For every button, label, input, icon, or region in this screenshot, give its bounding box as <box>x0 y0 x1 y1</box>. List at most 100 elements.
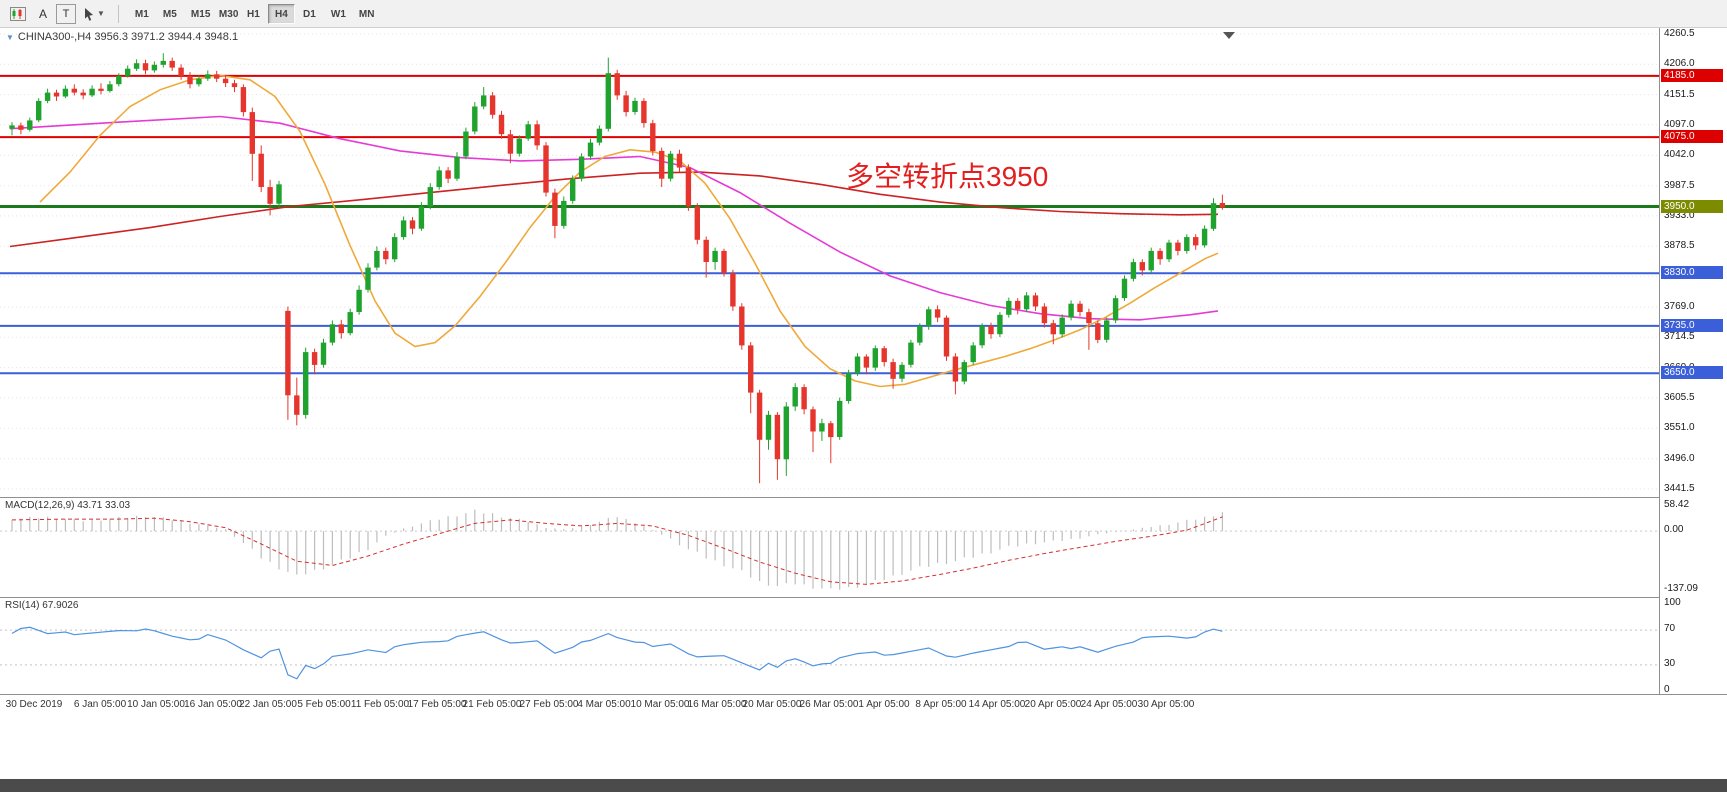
candle-body <box>783 406 789 460</box>
price-tag: 3735.0 <box>1661 318 1723 332</box>
time-axis-label: 24 Apr 05:00 <box>1080 699 1138 710</box>
candle-body <box>1148 250 1154 271</box>
candle-body <box>463 131 469 157</box>
candle-body <box>578 156 585 179</box>
time-axis-label: 26 Mar 05:00 <box>799 699 859 710</box>
candle-body <box>525 124 531 139</box>
timeframe-button-h4[interactable]: H4 <box>267 3 295 24</box>
candle-body <box>952 356 959 382</box>
candle-body <box>1201 228 1208 246</box>
time-axis-label: 21 Feb 05:00 <box>462 699 522 710</box>
candle-body <box>543 145 549 193</box>
price-scale-tick: 4260.5 <box>1664 28 1695 39</box>
price-chart-canvas[interactable]: 多空转折点3950 <box>0 28 1659 497</box>
candle-body <box>294 395 300 415</box>
time-axis-label: 27 Feb 05:00 <box>519 699 579 710</box>
candle-body <box>819 423 825 432</box>
candle-body <box>872 348 878 368</box>
price-scale-tick: 4151.5 <box>1664 88 1695 100</box>
toolbar: A T ▼ M1 M5 M15 M30 H1 H4 D1 W1 MN <box>0 0 1727 28</box>
candle-body <box>1059 317 1065 335</box>
candle-body <box>943 317 950 357</box>
candle-body <box>1015 300 1021 310</box>
timeframe-button-d1[interactable]: D1 <box>296 4 323 24</box>
candle-body <box>792 387 798 407</box>
candle-body <box>1050 323 1056 335</box>
chart-window-icon[interactable] <box>6 3 30 25</box>
price-scale[interactable]: 4260.5 4206.0 4151.5 4097.0 4042.0 3987.5 3933… <box>1659 28 1727 695</box>
annotation-text[interactable]: 多空转折点3950 <box>846 161 1048 192</box>
rsi-canvas[interactable] <box>0 598 1659 694</box>
candle-body <box>596 128 603 143</box>
price-scale-tick: 3769.0 <box>1664 301 1695 313</box>
one-click-trading-icon[interactable]: ▼ <box>6 32 14 42</box>
price-panel[interactable]: 多空转折点3950 ▼ CHINA300-,H4 3956.3 3971.2 3… <box>0 28 1659 497</box>
candle-body <box>1077 303 1083 312</box>
pointer-icon <box>85 7 93 21</box>
candle-body <box>427 187 433 207</box>
candle-body <box>845 373 852 401</box>
candle-body <box>18 125 24 130</box>
candle-body <box>917 325 923 343</box>
time-axis-label: 30 Dec 2019 <box>5 699 63 710</box>
toolbar-separator <box>117 4 119 23</box>
price-tag: 3950.0 <box>1661 199 1723 213</box>
rsi-panel[interactable]: RSI(14) 67.9026 <box>0 597 1659 694</box>
text-label-tool-button[interactable]: T <box>56 3 76 24</box>
rsi-label: RSI(14) 67.9026 <box>5 600 79 611</box>
price-scale-tick: 3496.0 <box>1664 452 1695 464</box>
macd-label: MACD(12,26,9) 43.71 33.03 <box>5 500 131 511</box>
timeframe-button-m1[interactable]: M1 <box>128 4 155 24</box>
candle-body <box>828 423 834 438</box>
time-axis[interactable]: 30 Dec 2019 6 Jan 05:00 10 Jan 05:00 16 Jan… <box>0 694 1727 715</box>
macd-scale-tick: -137.09 <box>1664 583 1698 595</box>
timeframe-button-m15[interactable]: M15 <box>184 4 211 24</box>
rsi-scale-tick: 30 <box>1664 657 1676 669</box>
candle-body <box>489 95 496 115</box>
chevron-down-icon: ▼ <box>97 9 105 18</box>
candle-body <box>632 100 638 112</box>
timeframe-button-w1[interactable]: W1 <box>324 4 351 24</box>
candle-body <box>561 200 567 226</box>
chart-shift-marker[interactable] <box>1223 32 1235 39</box>
candle-body <box>80 92 86 96</box>
candle-body <box>1130 262 1137 279</box>
candle-body <box>1175 242 1181 251</box>
candle-body <box>641 100 647 124</box>
candle-body <box>623 95 629 113</box>
candle-body <box>1184 237 1190 251</box>
candle-body <box>36 100 42 121</box>
text-annotation-button[interactable]: A <box>33 4 53 24</box>
macd-canvas[interactable] <box>0 498 1659 597</box>
price-scale-tick: 3878.5 <box>1664 240 1695 252</box>
candle-body <box>712 250 718 262</box>
candle-body <box>881 348 887 363</box>
time-axis-label: 14 Apr 05:00 <box>968 699 1026 710</box>
candle-body <box>71 88 77 93</box>
macd-panel[interactable]: MACD(12,26,9) 43.71 33.03 <box>0 497 1659 597</box>
candle-body <box>1112 298 1119 321</box>
time-axis-label: 4 Mar 05:00 <box>577 699 631 710</box>
candle-body <box>694 206 700 240</box>
candle-body <box>1139 262 1145 271</box>
timeframe-button-m5[interactable]: M5 <box>156 4 183 24</box>
rsi-scale-tick: 70 <box>1664 623 1676 635</box>
timeframe-button-m30[interactable]: M30 <box>212 4 239 24</box>
candle-body <box>27 120 33 130</box>
candle-body <box>383 250 389 260</box>
time-axis-label: 10 Mar 05:00 <box>630 699 690 710</box>
candle-body <box>1095 323 1101 340</box>
time-axis-label: 6 Jan 05:00 <box>73 699 127 710</box>
timeframe-button-mn[interactable]: MN <box>352 4 379 24</box>
candle-body <box>534 124 540 146</box>
candle-body <box>125 68 131 76</box>
timeframe-button-h1[interactable]: H1 <box>240 4 267 24</box>
candle-body <box>481 95 487 107</box>
candle-body <box>801 387 807 410</box>
candle-body <box>133 63 140 69</box>
candle-body <box>1023 295 1030 310</box>
cursor-tool-button[interactable]: ▼ <box>79 3 109 25</box>
candle-body <box>676 153 683 168</box>
price-tag: 3650.0 <box>1661 366 1723 380</box>
candle-body <box>9 125 15 129</box>
